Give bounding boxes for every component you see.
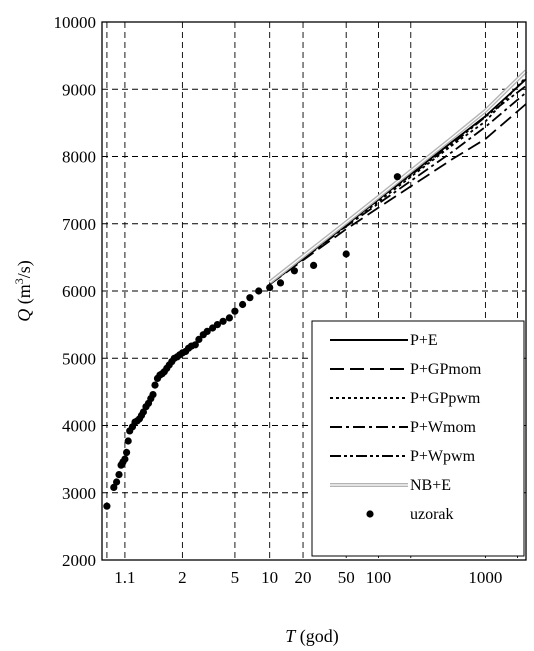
sample-point (115, 471, 123, 479)
x-axis-var: T (285, 626, 297, 646)
sample-point (393, 173, 401, 181)
sample-point (276, 279, 285, 287)
x-tick-label: 100 (366, 568, 392, 587)
y-axis-unit-post: /s) (14, 260, 35, 278)
plot-frame (101, 21, 527, 561)
sample-point (310, 261, 318, 269)
y-axis-label: Q (m3/s) (12, 260, 35, 322)
legend-p-e-label: P+E (410, 332, 438, 349)
sample-point (191, 341, 199, 349)
sample-point (203, 327, 211, 335)
y-axis-unit-sup: 3 (12, 278, 26, 284)
sample-point (213, 321, 221, 329)
series-line-p-wmom (269, 91, 527, 286)
sample-point (124, 437, 132, 445)
x-tick-label: 50 (338, 568, 355, 587)
sample-point (151, 381, 159, 389)
svg-text:Q (m3/s): Q (m3/s) (12, 260, 35, 322)
series-layer (268, 69, 528, 286)
sample-point (103, 502, 111, 510)
sample-point (255, 287, 263, 295)
y-tick-label: 8000 (62, 148, 96, 167)
legend-nb-e-label: NB+E (410, 477, 451, 494)
y-axis-unit-pre: (m (14, 284, 35, 309)
legend-p-wpwm-label: P+Wpwm (410, 448, 476, 465)
sample-points (103, 173, 401, 510)
x-axis-unit: (god) (295, 626, 339, 647)
x-tick-label: 2 (178, 568, 187, 587)
sample-point (149, 391, 157, 399)
sample-point (113, 478, 121, 486)
y-tick-label: 4000 (62, 417, 96, 436)
y-tick-label: 3000 (62, 484, 96, 503)
sample-point (225, 314, 233, 322)
legend-p-gpmom-label: P+GPmom (410, 361, 482, 378)
sample-point (195, 335, 203, 343)
sample-point (121, 455, 129, 463)
legend-box (311, 320, 525, 557)
x-tick-label: 20 (295, 568, 312, 587)
y-axis-var: Q (14, 309, 34, 322)
y-tick-label: 5000 (62, 349, 96, 368)
y-tick-label: 10000 (54, 13, 97, 32)
x-tick-label: 1000 (468, 568, 502, 587)
sample-point (219, 317, 227, 325)
y-tick-label: 6000 (62, 282, 96, 301)
sample-point (290, 267, 298, 275)
svg-text:T (god): T (god) (285, 626, 339, 647)
sample-point (123, 448, 131, 456)
legend: P+E P+GPmom P+GPpwm P+Wmom P+Wpwm NB+E uzorak (311, 320, 525, 557)
x-tick-label: 10 (261, 568, 278, 587)
x-tick-label: 1.1 (114, 568, 135, 587)
legend-uzorak-marker (366, 510, 374, 518)
y-tick-label: 7000 (62, 215, 96, 234)
sample-point (246, 294, 254, 302)
series-line-nb-e-core (269, 70, 527, 283)
sample-point (266, 284, 274, 292)
legend-p-wmom-label: P+Wmom (410, 419, 476, 436)
sample-point (342, 250, 350, 258)
y-tick-label: 9000 (62, 80, 96, 99)
sample-point (110, 483, 118, 491)
x-tick-labels: 1.1 2 5 10 20 50 100 1000 (114, 568, 502, 587)
sample-point (231, 307, 239, 315)
sample-point (239, 300, 247, 309)
x-axis-label: T (god) (285, 626, 339, 647)
series-line-p-gpmom (269, 103, 527, 286)
y-tick-labels: 2000 3000 4000 5000 6000 7000 8000 9000 10000 (54, 13, 97, 570)
legend-p-gppwm-label: P+GPpwm (410, 390, 481, 407)
x-tick-label: 5 (231, 568, 240, 587)
y-tick-label: 2000 (62, 551, 96, 570)
legend-uzorak-label: uzorak (410, 506, 454, 523)
